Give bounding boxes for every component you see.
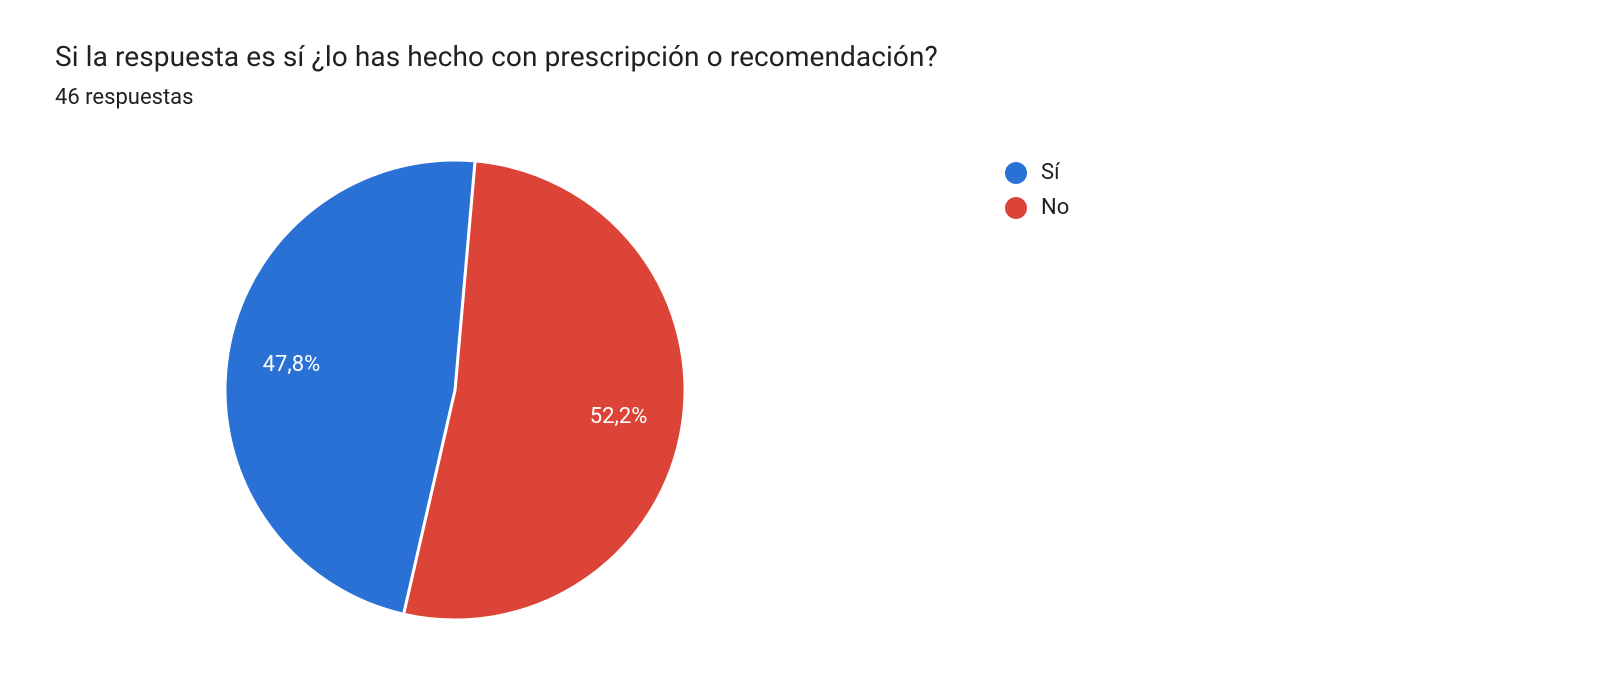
response-count: 46 respuestas	[55, 85, 1545, 110]
chart-area: 52,2% 47,8% Sí No	[55, 140, 1545, 640]
legend: Sí No	[855, 140, 1069, 230]
legend-item-sí: Sí	[1005, 160, 1069, 185]
pie-slice-label-no: 52,2%	[590, 404, 648, 429]
pie-container: 52,2% 47,8%	[55, 140, 855, 640]
chart-title: Si la respuesta es sí ¿lo has hecho con …	[55, 40, 1545, 73]
legend-dot-icon	[1005, 197, 1027, 219]
pie-chart: 52,2% 47,8%	[195, 140, 715, 640]
legend-dot-icon	[1005, 162, 1027, 184]
legend-item-no: No	[1005, 195, 1069, 220]
legend-label: No	[1041, 195, 1069, 220]
pie-slice-label-sí: 47,8%	[263, 352, 321, 377]
legend-label: Sí	[1041, 160, 1060, 185]
